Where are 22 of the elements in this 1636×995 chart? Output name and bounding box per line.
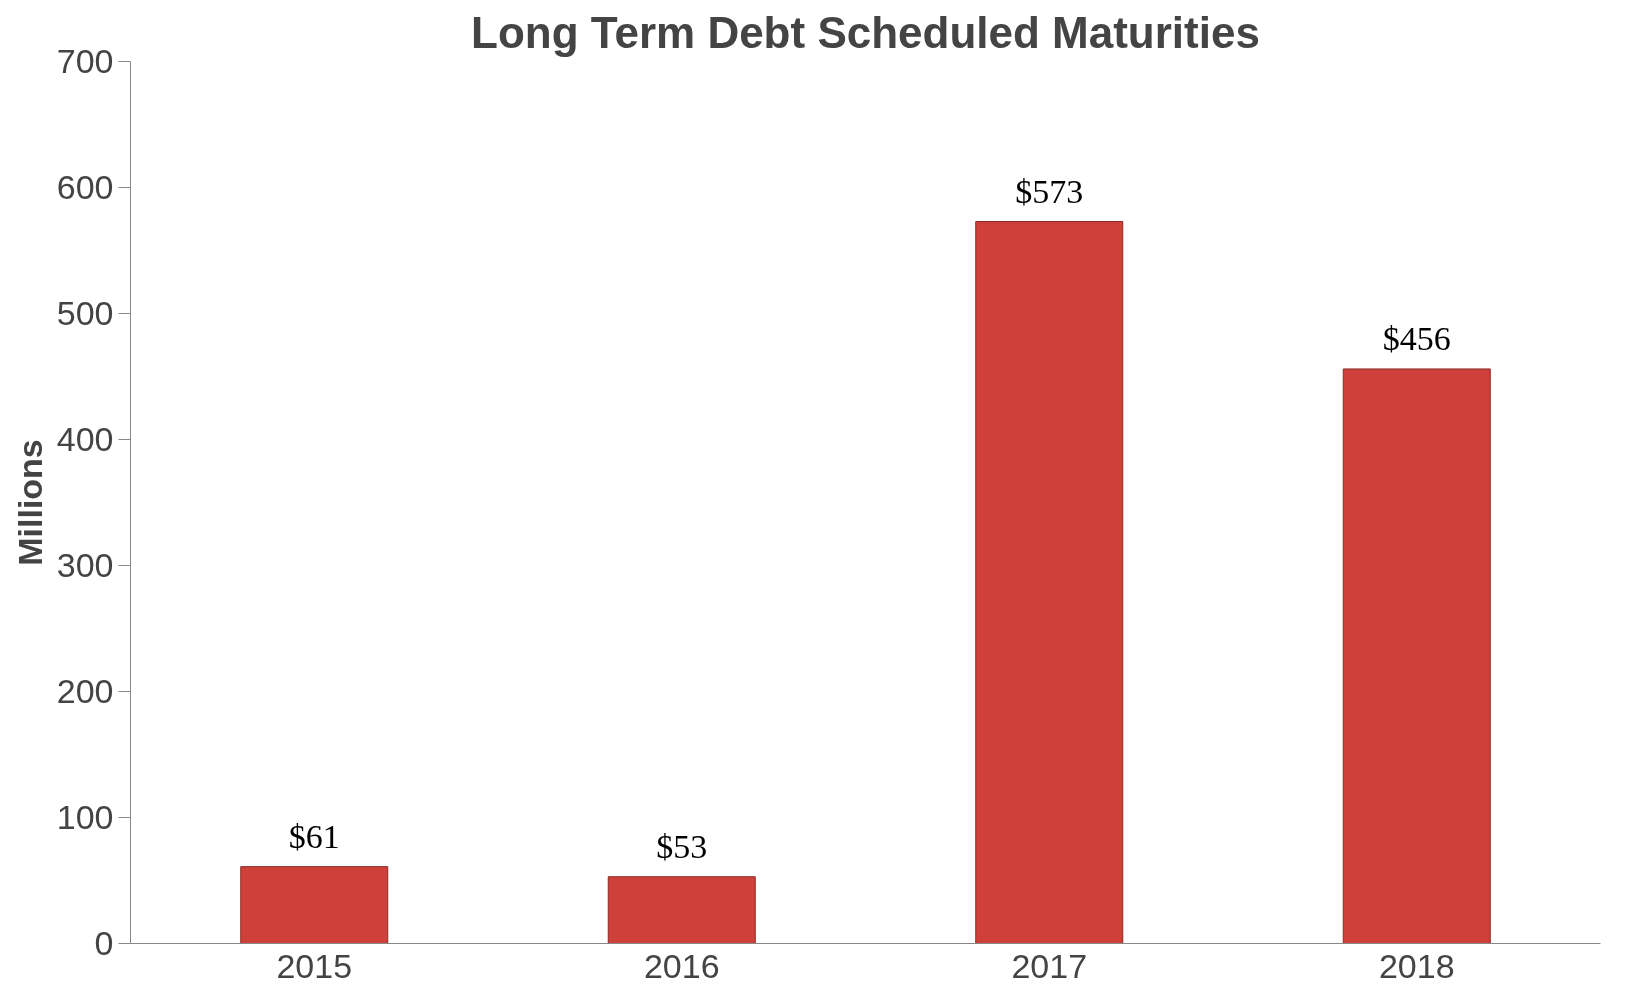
x-tick-label: 2018	[1378, 946, 1455, 985]
y-tick-label: 0	[94, 924, 114, 962]
data-label: $456	[1382, 319, 1451, 357]
y-axis-title: Millions	[10, 439, 49, 566]
bar	[1342, 368, 1491, 944]
data-label: $573	[1015, 172, 1084, 210]
chart-title: Long Term Debt Scheduled Maturities	[471, 7, 1260, 57]
data-label: $61	[288, 817, 340, 855]
y-tick-label: 400	[56, 420, 114, 458]
x-tick-label: 2015	[276, 946, 353, 985]
y-tick-label: 100	[56, 798, 114, 836]
bar	[240, 866, 389, 944]
y-tick-label: 600	[56, 168, 114, 206]
y-tick-label: 700	[56, 42, 114, 80]
bar	[607, 876, 756, 944]
x-tick-label: 2016	[643, 946, 720, 985]
y-tick-label: 500	[56, 294, 114, 332]
x-tick-label: 2017	[1011, 946, 1088, 985]
data-label: $53	[656, 827, 708, 865]
y-tick-label: 200	[56, 672, 114, 710]
y-tick-label: 300	[56, 546, 114, 584]
bar	[975, 221, 1124, 944]
